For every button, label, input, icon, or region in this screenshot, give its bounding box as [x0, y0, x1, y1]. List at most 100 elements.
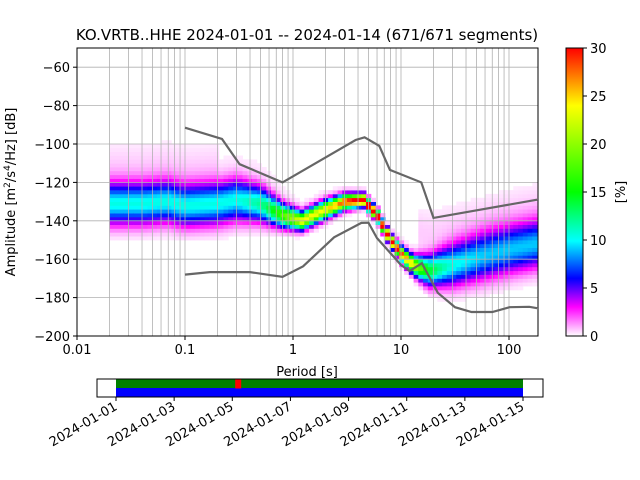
heatmap-cell	[508, 247, 514, 252]
heatmap-cell	[442, 263, 448, 268]
heatmap-cell	[185, 167, 191, 172]
heatmap-cell	[261, 190, 267, 195]
heatmap-cell	[157, 190, 163, 195]
heatmap-cell	[494, 263, 500, 268]
heatmap-cell	[451, 236, 457, 241]
heatmap-cell	[256, 209, 262, 214]
heatmap-cell	[195, 178, 201, 183]
heatmap-cell	[218, 193, 224, 199]
heatmap-cell	[503, 266, 509, 272]
heatmap-cell	[380, 228, 386, 233]
heatmap-cell	[361, 209, 367, 214]
heatmap-cell	[109, 147, 115, 152]
heatmap-cell	[470, 255, 476, 260]
heatmap-cell	[465, 243, 471, 248]
heatmap-cell	[446, 259, 452, 264]
heatmap-cell	[513, 228, 519, 233]
heatmap-cell	[451, 220, 457, 225]
heatmap-cell	[204, 159, 210, 164]
heatmap-cell	[294, 236, 300, 241]
heatmap-cell	[195, 228, 201, 233]
heatmap-cell	[532, 266, 538, 272]
colorbar-tick-label: 20	[590, 138, 607, 153]
heatmap-cell	[503, 259, 509, 264]
heatmap-cell	[180, 178, 186, 183]
heatmap-cell	[204, 163, 210, 168]
heatmap-cell	[109, 155, 115, 160]
heatmap-cell	[214, 155, 220, 160]
heatmap-cell	[185, 174, 191, 179]
heatmap-cell	[475, 286, 481, 291]
heatmap-cell	[508, 193, 514, 199]
heatmap-cell	[185, 217, 191, 222]
heatmap-cell	[157, 213, 163, 218]
heatmap-cell	[185, 205, 191, 210]
heatmap-cell	[522, 224, 528, 229]
heatmap-cell	[456, 217, 462, 222]
heatmap-cell	[337, 193, 343, 199]
heatmap-cell	[242, 232, 248, 237]
heatmap-cell	[214, 182, 220, 187]
heatmap-cell	[309, 228, 315, 233]
heatmap-cell	[418, 209, 424, 214]
heatmap-cell	[228, 174, 234, 179]
heatmap-cell	[280, 209, 286, 214]
heatmap-cell	[128, 236, 134, 241]
heatmap-cell	[233, 205, 239, 210]
heatmap-cell	[522, 217, 528, 222]
heatmap-cell	[442, 270, 448, 275]
heatmap-cell	[119, 178, 125, 183]
heatmap-cell	[332, 193, 338, 199]
heatmap-cell	[475, 270, 481, 275]
heatmap-cell	[109, 174, 115, 179]
heatmap-cell	[242, 193, 248, 199]
heatmap-cell	[190, 178, 196, 183]
heatmap-cell	[328, 217, 334, 222]
heatmap-cell	[218, 217, 224, 222]
heatmap-cell	[494, 282, 500, 287]
heatmap-cell	[527, 240, 533, 245]
heatmap-cell	[446, 282, 452, 287]
heatmap-cell	[218, 174, 224, 179]
heatmap-cell	[261, 213, 267, 218]
heatmap-cell	[271, 190, 277, 195]
heatmap-cell	[294, 201, 300, 206]
heatmap-cell	[142, 167, 148, 172]
heatmap-cell	[204, 224, 210, 229]
heatmap-cell	[218, 178, 224, 183]
heatmap-cell	[119, 182, 125, 187]
heatmap-cell	[147, 151, 153, 156]
heatmap-cell	[157, 236, 163, 241]
x-tick-label: 0.1	[175, 343, 196, 358]
heatmap-cell	[385, 220, 391, 225]
heatmap-cell	[451, 209, 457, 214]
heatmap-cell	[461, 201, 467, 206]
heatmap-cell	[275, 182, 281, 187]
heatmap-cell	[456, 228, 462, 233]
heatmap-cell	[404, 251, 410, 256]
heatmap-cell	[427, 220, 433, 225]
heatmap-cell	[228, 182, 234, 187]
heatmap-cell	[171, 163, 177, 168]
heatmap-cell	[427, 251, 433, 256]
heatmap-cell	[152, 228, 158, 233]
heatmap-cell	[294, 224, 300, 229]
heatmap-cell	[252, 190, 258, 195]
heatmap-cell	[152, 186, 158, 191]
heatmap-cell	[147, 147, 153, 152]
heatmap-cell	[228, 197, 234, 202]
heatmap-cell	[166, 186, 172, 191]
heatmap-cell	[513, 266, 519, 272]
heatmap-cell	[499, 224, 505, 229]
heatmap-cell	[233, 159, 239, 164]
heatmap-cell	[456, 274, 462, 279]
heatmap-cell	[337, 205, 343, 210]
heatmap-cell	[532, 190, 538, 195]
heatmap-cell	[223, 220, 229, 225]
heatmap-cell	[223, 159, 229, 164]
heatmap-cell	[138, 201, 144, 206]
heatmap-cell	[480, 243, 486, 248]
heatmap-cell	[299, 217, 305, 222]
heatmap-cell	[261, 182, 267, 187]
heatmap-cell	[166, 155, 172, 160]
